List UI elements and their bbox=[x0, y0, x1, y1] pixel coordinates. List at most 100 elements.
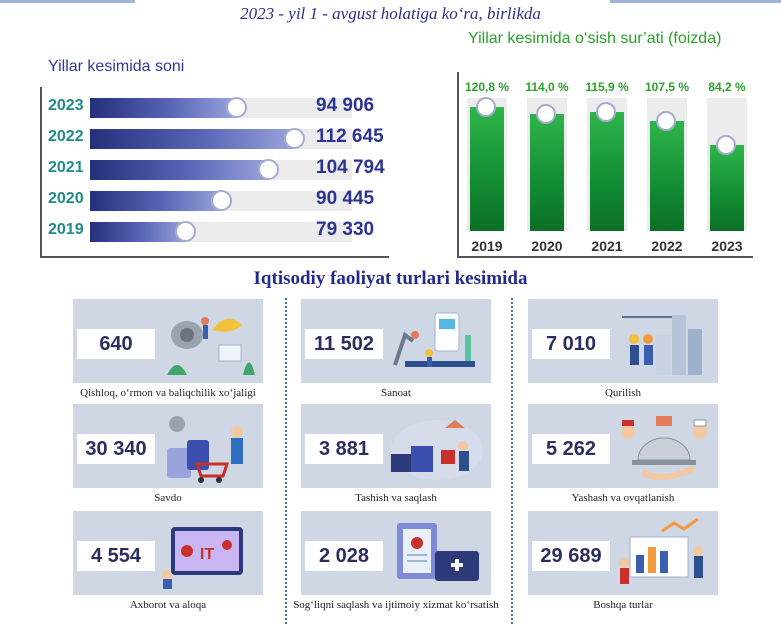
sector-value: 7 010 bbox=[532, 329, 610, 359]
sector-value: 5 262 bbox=[532, 434, 610, 464]
sector-tile: IT 4 554 bbox=[73, 511, 263, 595]
sector-value: 3 881 bbox=[305, 434, 383, 464]
bar-value-label: 94 906 bbox=[316, 95, 375, 116]
bar bbox=[90, 160, 270, 180]
sector-tile: 3 881 bbox=[301, 404, 491, 488]
sector-tile: 30 340 bbox=[73, 404, 263, 488]
bar-track bbox=[90, 190, 352, 211]
bar-row: 2021 104 794 bbox=[42, 157, 391, 181]
sector-tile: 11 502 bbox=[301, 299, 491, 383]
industry-icon bbox=[385, 305, 485, 379]
sector-value: 640 bbox=[77, 329, 155, 359]
bar-knob bbox=[211, 190, 233, 211]
healthcare-icon bbox=[385, 517, 485, 591]
bar-row: 2020 90 445 bbox=[42, 188, 391, 212]
bar-knob bbox=[284, 128, 306, 149]
bar-category-label: 2020 bbox=[48, 190, 84, 207]
column-value-label: 84,2 % bbox=[708, 80, 746, 94]
column-category-label: 2023 bbox=[711, 238, 743, 254]
column-category-label: 2021 bbox=[591, 238, 623, 254]
sector-label: Sog‘liqni saqlash va ijtimoiy xizmat ko‘… bbox=[293, 599, 499, 611]
sector-value: 29 689 bbox=[532, 541, 610, 571]
bar-track bbox=[90, 221, 352, 242]
bar-value-label: 79 330 bbox=[316, 219, 375, 240]
sector-label: Sanoat bbox=[381, 387, 411, 399]
column: 115,9 % 2021 bbox=[585, 72, 628, 258]
sector-label: Axborot va aloqa bbox=[129, 599, 207, 611]
bar-value-label: 90 445 bbox=[316, 188, 375, 209]
bar bbox=[90, 98, 238, 118]
bar-knob bbox=[226, 97, 248, 118]
sector-tile: 29 689 bbox=[528, 511, 718, 595]
it-icon: IT bbox=[157, 517, 257, 591]
bar-knob bbox=[175, 221, 197, 242]
sector-tile: 7 010 bbox=[528, 299, 718, 383]
sector-tile: 2 028 bbox=[301, 511, 491, 595]
column-bar bbox=[650, 121, 684, 231]
column-knob bbox=[536, 104, 556, 125]
bar-value-label: 112 645 bbox=[316, 126, 384, 147]
header-rule-left bbox=[0, 0, 135, 3]
bar-track bbox=[90, 128, 352, 149]
bar-knob bbox=[258, 159, 280, 180]
column-category-label: 2022 bbox=[651, 238, 683, 254]
growth-chart: 120,8 % 2019 114,0 % 2020 115,9 % 2021 107,5 %… bbox=[457, 72, 753, 258]
column-category-label: 2019 bbox=[471, 238, 503, 254]
sector-label: Yashash va ovqatlanish bbox=[571, 492, 675, 504]
column-knob bbox=[476, 97, 496, 118]
column: 120,8 % 2019 bbox=[465, 72, 509, 258]
column-track bbox=[707, 98, 747, 231]
column-knob bbox=[596, 102, 616, 123]
page-subtitle: 2023 - yil 1 - avgust holatiga ko‘ra, bi… bbox=[240, 4, 541, 23]
sector-value: 4 554 bbox=[77, 541, 155, 571]
column-value-label: 107,5 % bbox=[644, 80, 690, 94]
bar-row: 2023 94 906 bbox=[42, 95, 391, 119]
sector-tile: 640 bbox=[73, 299, 263, 383]
food-service-icon bbox=[612, 410, 712, 484]
construction-icon bbox=[612, 305, 712, 379]
sector-value: 2 028 bbox=[305, 541, 383, 571]
sector-value: 11 502 bbox=[305, 329, 383, 359]
sector-label: Boshqa turlar bbox=[593, 599, 653, 611]
bar-category-label: 2021 bbox=[48, 159, 84, 176]
bar-track bbox=[90, 159, 352, 180]
column-track bbox=[527, 98, 567, 231]
sector-value: 30 340 bbox=[77, 434, 155, 464]
bar-track bbox=[90, 97, 352, 118]
bar-category-label: 2019 bbox=[48, 221, 84, 238]
bar bbox=[90, 191, 223, 211]
column-value-label: 114,0 % bbox=[525, 80, 569, 94]
svg-text:IT: IT bbox=[200, 546, 214, 563]
sector-label: Qishloq, o‘rmon va baliqchilik xo‘jaligi bbox=[80, 387, 256, 399]
column-track bbox=[647, 98, 687, 231]
column-value-label: 120,8 % bbox=[464, 80, 510, 94]
bar-category-label: 2023 bbox=[48, 97, 84, 114]
column-knob bbox=[716, 134, 736, 155]
sector-label: Savdo bbox=[154, 492, 182, 504]
bar-row: 2022 112 645 bbox=[42, 126, 391, 150]
bar-row: 2019 79 330 bbox=[42, 219, 391, 243]
count-chart-title: Yillar kesimida soni bbox=[48, 58, 185, 75]
header-rule-right bbox=[610, 0, 781, 3]
column-category-label: 2020 bbox=[531, 238, 563, 254]
column-value-label: 115,9 % bbox=[585, 80, 629, 94]
bar bbox=[90, 222, 187, 242]
column-divider bbox=[511, 298, 513, 624]
transport-icon bbox=[385, 410, 485, 484]
column: 114,0 % 2020 bbox=[525, 72, 568, 258]
count-chart: 2023 94 906 2022 112 645 2021 104 794 2020 90 4… bbox=[40, 87, 389, 258]
growth-chart-title: Yillar kesimida o‘sish sur’ati (foizda) bbox=[468, 30, 722, 47]
column: 107,5 % 2022 bbox=[645, 72, 689, 258]
other-icon bbox=[612, 517, 712, 591]
bar-category-label: 2022 bbox=[48, 128, 84, 145]
bar bbox=[90, 129, 296, 149]
column-divider bbox=[285, 298, 287, 624]
sector-tile: 5 262 bbox=[528, 404, 718, 488]
bar-value-label: 104 794 bbox=[316, 157, 385, 178]
column-bar bbox=[710, 144, 744, 231]
agriculture-icon bbox=[157, 305, 257, 379]
section-title: Iqtisodiy faoliyat turlari kesimida bbox=[253, 268, 528, 289]
sector-label: Qurilish bbox=[604, 387, 642, 399]
column-track bbox=[587, 98, 627, 231]
column-bar bbox=[530, 114, 564, 231]
